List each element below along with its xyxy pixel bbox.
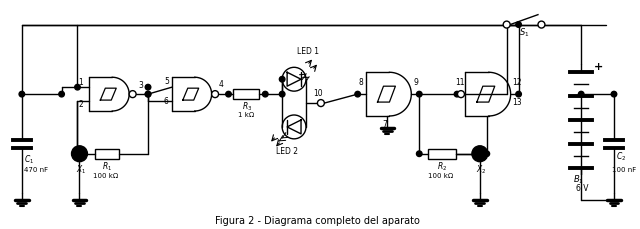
Text: 100 kΩ: 100 kΩ bbox=[93, 172, 118, 178]
Circle shape bbox=[280, 77, 285, 83]
Circle shape bbox=[477, 151, 483, 157]
Text: 1: 1 bbox=[79, 78, 83, 87]
Circle shape bbox=[454, 92, 460, 98]
Circle shape bbox=[355, 92, 360, 98]
Circle shape bbox=[516, 23, 522, 28]
Circle shape bbox=[417, 92, 422, 98]
Text: 9: 9 bbox=[413, 78, 418, 87]
Circle shape bbox=[538, 22, 545, 29]
Circle shape bbox=[72, 146, 88, 162]
Circle shape bbox=[472, 146, 488, 162]
Text: 13: 13 bbox=[513, 98, 522, 107]
Circle shape bbox=[417, 151, 422, 157]
Text: $R_3$: $R_3$ bbox=[243, 100, 253, 112]
Text: LED 1: LED 1 bbox=[297, 47, 319, 56]
Circle shape bbox=[458, 91, 465, 98]
Text: 6: 6 bbox=[164, 97, 169, 106]
Text: 6 V: 6 V bbox=[576, 184, 589, 193]
Text: 470 nF: 470 nF bbox=[24, 166, 48, 172]
Circle shape bbox=[317, 100, 324, 107]
Circle shape bbox=[226, 92, 231, 98]
Text: 4: 4 bbox=[219, 80, 223, 89]
Circle shape bbox=[145, 92, 151, 98]
Text: $C_2$: $C_2$ bbox=[616, 150, 626, 163]
Text: 100 nF: 100 nF bbox=[612, 166, 636, 172]
Text: $S_1$: $S_1$ bbox=[519, 26, 529, 39]
Text: LED 2: LED 2 bbox=[276, 146, 298, 155]
Text: $R_1$: $R_1$ bbox=[102, 160, 113, 172]
Text: $R_2$: $R_2$ bbox=[437, 160, 447, 172]
Circle shape bbox=[262, 92, 268, 98]
Text: $C_1$: $C_1$ bbox=[24, 153, 34, 166]
Circle shape bbox=[484, 151, 490, 157]
Text: 7: 7 bbox=[383, 119, 387, 128]
Text: Figura 2 - Diagrama completo del aparato: Figura 2 - Diagrama completo del aparato bbox=[216, 215, 420, 225]
Circle shape bbox=[282, 68, 306, 92]
Text: 5: 5 bbox=[164, 77, 169, 86]
Circle shape bbox=[19, 92, 24, 98]
Text: $B_1$: $B_1$ bbox=[573, 173, 584, 185]
Circle shape bbox=[579, 92, 584, 98]
Text: $X_1$: $X_1$ bbox=[76, 163, 86, 175]
Text: 3: 3 bbox=[138, 81, 143, 90]
Text: +: + bbox=[594, 62, 604, 72]
Circle shape bbox=[212, 91, 219, 98]
Circle shape bbox=[611, 92, 617, 98]
Circle shape bbox=[280, 92, 285, 98]
Text: $X_2$: $X_2$ bbox=[476, 163, 486, 175]
Circle shape bbox=[59, 92, 65, 98]
Bar bbox=[428, 149, 456, 159]
Text: 10: 10 bbox=[313, 89, 323, 98]
Text: 1 kΩ: 1 kΩ bbox=[239, 112, 255, 117]
Text: 8: 8 bbox=[358, 78, 364, 87]
Circle shape bbox=[145, 85, 151, 90]
Text: 2: 2 bbox=[79, 100, 83, 109]
Circle shape bbox=[75, 85, 80, 90]
Bar bbox=[95, 149, 119, 159]
Circle shape bbox=[282, 115, 306, 139]
Text: 100 kΩ: 100 kΩ bbox=[428, 172, 454, 178]
Circle shape bbox=[75, 151, 80, 157]
Circle shape bbox=[516, 92, 522, 98]
Text: 12: 12 bbox=[513, 78, 522, 87]
Text: 11: 11 bbox=[455, 78, 465, 87]
Circle shape bbox=[503, 22, 510, 29]
Circle shape bbox=[129, 91, 136, 98]
Bar bbox=[234, 90, 259, 100]
Circle shape bbox=[145, 92, 151, 98]
